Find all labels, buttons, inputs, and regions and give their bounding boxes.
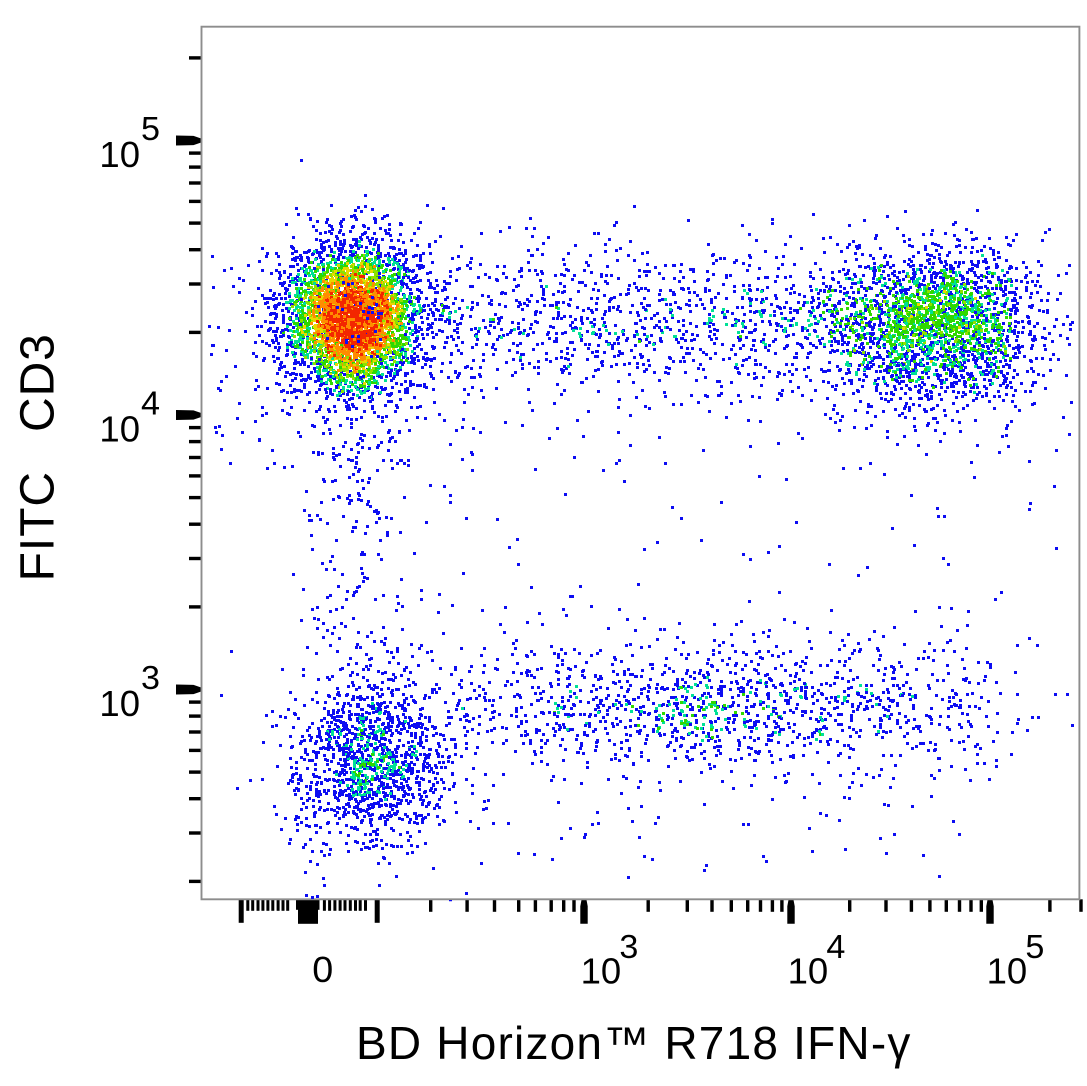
svg-text:FITC CD3: FITC CD3 bbox=[12, 333, 65, 581]
svg-text:3: 3 bbox=[141, 659, 160, 696]
svg-text:BD Horizon™ R718 IFN-γ: BD Horizon™ R718 IFN-γ bbox=[356, 1017, 912, 1069]
svg-text:10: 10 bbox=[987, 950, 1028, 991]
svg-text:4: 4 bbox=[826, 928, 845, 965]
svg-text:3: 3 bbox=[619, 928, 638, 965]
svg-text:5: 5 bbox=[141, 110, 160, 147]
svg-text:10: 10 bbox=[788, 950, 829, 991]
svg-text:10: 10 bbox=[99, 683, 140, 724]
svg-text:10: 10 bbox=[581, 950, 622, 991]
svg-text:5: 5 bbox=[1025, 928, 1044, 965]
svg-text:10: 10 bbox=[99, 134, 140, 175]
svg-text:10: 10 bbox=[99, 409, 140, 450]
svg-text:0: 0 bbox=[312, 949, 333, 990]
svg-text:4: 4 bbox=[141, 385, 160, 422]
